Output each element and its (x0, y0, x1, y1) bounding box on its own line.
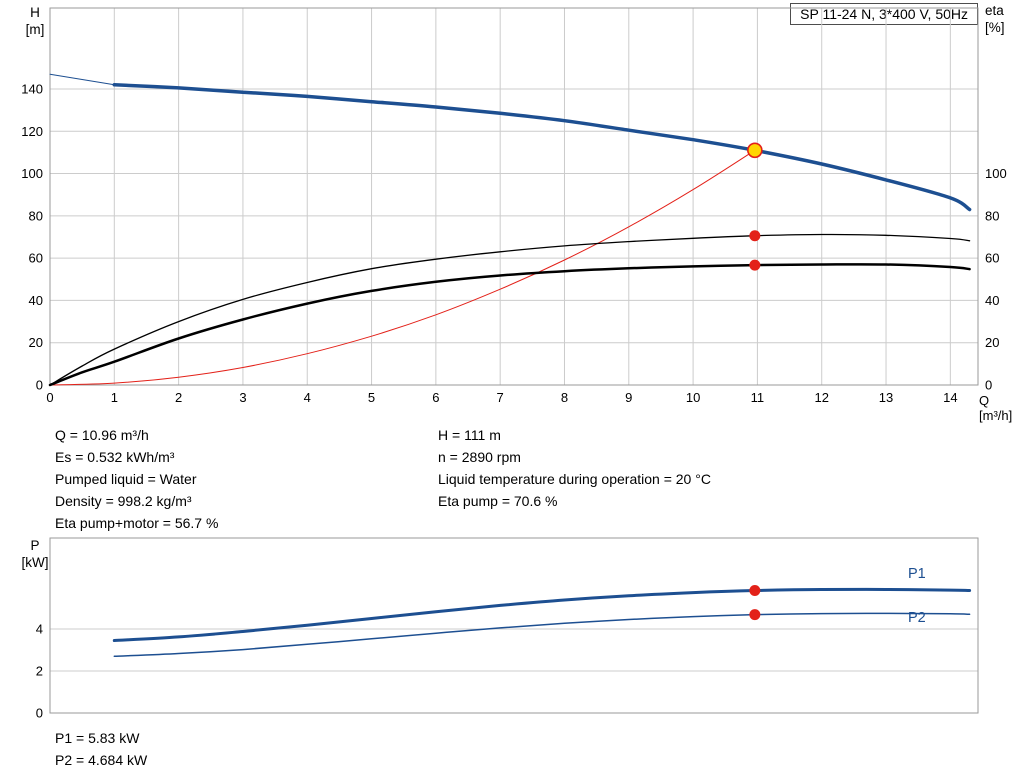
eta-pump-point (749, 230, 761, 242)
p2-curve-label: P2 (908, 610, 926, 626)
operating-point-details-left: Q = 10.96 m³/h Es = 0.532 kWh/m³ Pumped … (55, 424, 218, 534)
head-curve (112, 83, 972, 212)
eta-tick-label: 80 (985, 208, 999, 223)
annotation-line-density: Density = 998.2 kg/m³ (55, 493, 192, 509)
x-tick-label: 10 (686, 390, 700, 405)
hq-eta-chart-svg: 0 1 2 3 4 5 6 7 8 9 10 11 12 13 1402040608010012014002… (21, 7, 1007, 405)
x-tick-label: 1 (111, 390, 118, 405)
x-tick-label: 8 (561, 390, 568, 405)
y-tick-label: 140 (21, 81, 43, 96)
annotation-line-p2: P2 = 4.684 kW (55, 752, 148, 768)
x-tick-label: 14 (943, 390, 957, 405)
x-tick-label: 13 (879, 390, 893, 405)
y-tick-label: 60 (29, 251, 43, 266)
eta-tick-label: 20 (985, 335, 999, 350)
system-curve (49, 149, 756, 386)
power-values: P1 = 5.83 kW P2 = 4.684 kW (55, 727, 147, 771)
annotation-line-temp: Liquid temperature during operation = 20… (438, 471, 711, 487)
x-tick-label: 12 (814, 390, 828, 405)
p1-point (749, 585, 761, 597)
eta-pump-curve (49, 233, 971, 386)
p2-point (749, 609, 761, 621)
y-tick-label: 2 (36, 663, 43, 678)
power-chart-svg: 0 2 4 (36, 537, 979, 721)
annotation-line-liquid: Pumped liquid = Water (55, 471, 197, 487)
duty-point (747, 142, 763, 159)
x-tick-label: 0 (46, 390, 53, 405)
p2-curve (113, 612, 971, 658)
y-tick-label: 40 (29, 293, 43, 308)
y-tick-label: 100 (21, 166, 43, 181)
annotation-line-eta-pm: Eta pump+motor = 56.7 % (55, 515, 219, 531)
eta-axis-label: eta [%] (985, 3, 1005, 35)
plot-border (49, 537, 979, 714)
eta-tick-label: 40 (985, 293, 999, 308)
head-axis-label: H [m] (25, 5, 45, 37)
eta-tick-label: 100 (985, 166, 1007, 181)
annotation-line-es: Es = 0.532 kWh/m³ (55, 449, 175, 465)
operating-point-details-right: H = 111 m n = 2890 rpm Liquid temperatur… (438, 424, 711, 512)
power-axis-label: P [kW] (21, 538, 49, 570)
x-tick-label: 6 (432, 390, 439, 405)
x-tick-label: 3 (239, 390, 246, 405)
annotation-line-q: Q = 10.96 m³/h (55, 427, 149, 443)
x-tick-label: 7 (497, 390, 504, 405)
eta-tick-label: 0 (985, 378, 992, 393)
eta-pump-motor-point (749, 259, 761, 271)
annotation-line-h: H = 111 m (438, 427, 501, 443)
flow-axis-label: Q [m³/h] (979, 393, 1013, 423)
x-tick-label: 5 (368, 390, 375, 405)
eta-tick-label: 60 (985, 251, 999, 266)
p1-curve-label: P1 (908, 566, 926, 582)
y-tick-label: 120 (21, 124, 43, 139)
y-tick-label: 4 (36, 621, 43, 636)
x-tick-label: 9 (625, 390, 632, 405)
annotation-line-n: n = 2890 rpm (438, 449, 521, 465)
y-tick-label: 0 (36, 378, 43, 393)
plot-border (49, 7, 979, 386)
x-tick-label: 11 (751, 390, 765, 405)
eta-pump-motor-curve (48, 263, 971, 387)
p1-curve (112, 587, 972, 642)
x-tick-label: 4 (304, 390, 311, 405)
y-tick-label: 20 (29, 335, 43, 350)
y-tick-label: 0 (36, 706, 43, 721)
annotation-line-p1: P1 = 5.83 kW (55, 730, 140, 746)
annotation-line-eta-pump: Eta pump = 70.6 % (438, 493, 558, 509)
y-tick-label: 80 (29, 208, 43, 223)
x-tick-label: 2 (175, 390, 182, 405)
head-curve-extension (49, 73, 115, 86)
